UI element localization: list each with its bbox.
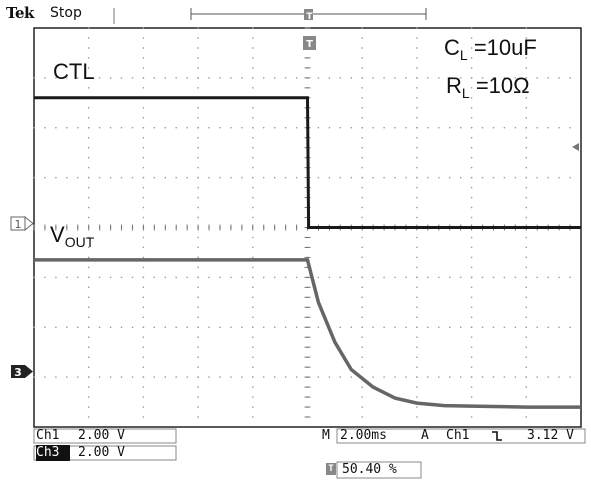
cl-label-value: =10uF (473, 35, 537, 60)
ch1-readout-box (33, 428, 177, 444)
trigger-level: 3.12 V (527, 428, 574, 443)
acquisition-status: Stop (50, 5, 82, 21)
trigger-position-icon-label: T (328, 464, 334, 474)
trigger-position-marker (303, 36, 316, 50)
trigger-position-readout-box (336, 461, 422, 479)
cl-label-sub: L (459, 47, 468, 63)
ctl-trace (34, 96, 581, 229)
cl-label-main: C (444, 35, 460, 60)
channel3-marker-label: 3 (14, 366, 22, 379)
vout-annotation: VOUT (50, 222, 94, 250)
ch1-scale: 2.00 V (78, 428, 125, 443)
vout-trace (34, 258, 581, 409)
ch3-scale: 2.00 V (78, 445, 125, 460)
vout-label-sub: OUT (64, 234, 95, 250)
channel1-ground-marker (10, 215, 34, 232)
cl-annotation: CL =10uF (444, 35, 537, 63)
brand-logo: Tek (6, 4, 34, 22)
vout-label-main: V (50, 222, 65, 247)
trigger-source: Ch1 (446, 428, 470, 443)
ch3-readout-box (33, 445, 177, 461)
timebase-value: 2.00ms (340, 428, 387, 443)
record-view-bracket (190, 8, 427, 20)
rl-label-main: R (446, 73, 462, 98)
ch3-readout: Ch3 2.00 V (32, 445, 178, 461)
trigger-marker-label: T (306, 39, 313, 50)
ctl-annotation: CTL (53, 59, 95, 84)
timebase-readout-box (336, 428, 586, 444)
ch1-name: Ch1 (36, 428, 60, 443)
rl-label-sub: L (461, 85, 470, 101)
trigger-level-arrow-icon (572, 143, 579, 151)
record-trigger-label: T (306, 12, 313, 22)
ch1-readout: Ch1 2.00 V (32, 428, 178, 444)
ch3-name: Ch3 (36, 445, 70, 461)
falling-edge-icon (492, 431, 502, 441)
trigger-position-percent: 50.40 % (342, 462, 397, 477)
rl-annotation: RL =10Ω (446, 73, 530, 101)
trigger-position-icon (326, 463, 336, 475)
trigger-mode: A (421, 428, 429, 443)
channel3-ground-marker (11, 365, 33, 378)
timebase-prefix: M (322, 428, 330, 443)
rl-label-value: =10Ω (475, 73, 530, 98)
channel1-marker-label: 1 (15, 218, 22, 231)
